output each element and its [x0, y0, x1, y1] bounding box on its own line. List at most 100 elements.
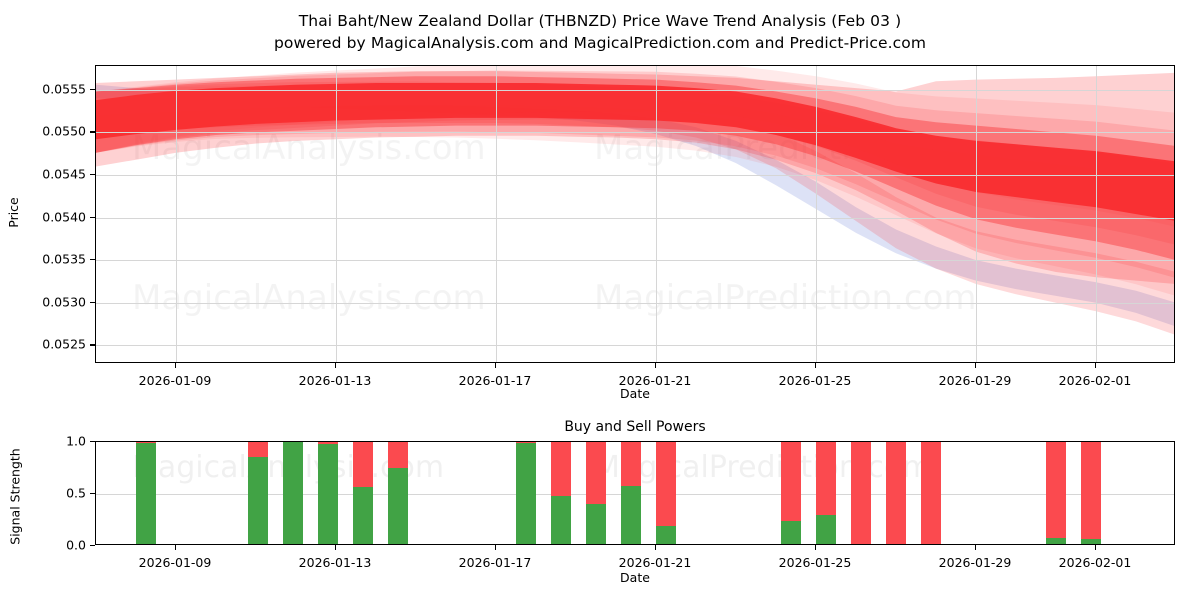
x-axis-tick-label: 2026-01-29: [939, 555, 1012, 570]
x-axis-tick-mark: [335, 545, 336, 550]
sell-power-bar[interactable]: [248, 441, 268, 457]
x-axis-tick-label: 2026-01-13: [299, 555, 372, 570]
x-axis-tick-mark: [1095, 363, 1096, 368]
x-axis-tick-mark: [175, 545, 176, 550]
x-axis-tick-mark: [815, 545, 816, 550]
x-axis-tick-mark: [815, 363, 816, 368]
x-axis-tick-label: 2026-01-13: [299, 373, 372, 388]
buy-power-bar[interactable]: [353, 487, 373, 544]
chart-page: Thai Baht/New Zealand Dollar (THBNZD) Pr…: [0, 0, 1200, 600]
gridline-vertical: [336, 66, 337, 362]
x-axis-tick-mark: [975, 363, 976, 368]
gridline-horizontal: [96, 132, 1174, 133]
price-y-axis-label: Price: [6, 197, 21, 228]
sell-power-bar[interactable]: [621, 441, 641, 486]
sell-power-bar[interactable]: [586, 441, 606, 504]
x-axis-tick-mark: [495, 545, 496, 550]
sell-power-bar[interactable]: [886, 441, 906, 544]
y-axis-tick-label: 1.0: [66, 434, 86, 449]
sell-power-bar[interactable]: [656, 441, 676, 526]
x-axis-tick-label: 2026-01-21: [619, 555, 692, 570]
y-axis-tick-mark: [90, 89, 95, 90]
x-axis-tick-label: 2026-01-09: [139, 373, 212, 388]
x-axis-tick-label: 2026-02-01: [1059, 555, 1132, 570]
y-axis-tick-label: 0.0535: [42, 252, 86, 267]
x-axis-tick-label: 2026-01-25: [779, 555, 852, 570]
x-axis-tick-mark: [975, 545, 976, 550]
y-axis-tick-mark: [90, 545, 95, 546]
buy-power-bar[interactable]: [586, 504, 606, 544]
x-axis-tick-mark: [655, 363, 656, 368]
y-axis-tick-mark: [90, 174, 95, 175]
x-axis-tick-label: 2026-02-01: [1059, 373, 1132, 388]
buy-power-bar[interactable]: [283, 441, 303, 544]
sell-power-bar[interactable]: [1046, 441, 1066, 538]
sell-power-bar[interactable]: [816, 441, 836, 515]
y-axis-tick-label: 0.0: [66, 538, 86, 553]
buy-power-bar[interactable]: [621, 486, 641, 544]
buy-sell-powers-title: Buy and Sell Powers: [564, 419, 705, 435]
sell-power-bar[interactable]: [851, 441, 871, 544]
y-axis-tick-label: 0.0545: [42, 166, 86, 181]
sell-power-bar[interactable]: [921, 441, 941, 544]
y-axis-tick-label: 0.0540: [42, 209, 86, 224]
buy-power-bar[interactable]: [656, 526, 676, 544]
buy-power-bar[interactable]: [136, 443, 156, 544]
sell-power-bar[interactable]: [781, 441, 801, 521]
buy-power-bar[interactable]: [781, 521, 801, 544]
y-axis-tick-label: 0.5: [66, 486, 86, 501]
gridline-vertical: [496, 66, 497, 362]
buy-sell-powers-panel: Buy and Sell Powers MagicalAnalysis.com …: [0, 405, 1200, 600]
buy-power-bar[interactable]: [388, 468, 408, 544]
buy-power-bar[interactable]: [1046, 538, 1066, 544]
gridline-horizontal: [96, 345, 1174, 346]
buy-sell-powers-plot-area[interactable]: MagicalAnalysis.com MagicalPrediction.co…: [95, 441, 1175, 545]
buy-power-bar[interactable]: [318, 444, 338, 544]
signal-y-axis-label: Signal Strength: [8, 448, 23, 544]
x-axis-tick-label: 2026-01-17: [459, 555, 532, 570]
buy-power-bar[interactable]: [816, 515, 836, 544]
price-wave-panel: MagicalAnalysis.com MagicalPrediction.co…: [0, 0, 1200, 405]
gridline-horizontal: [96, 218, 1174, 219]
y-axis-tick-label: 0.0555: [42, 81, 86, 96]
y-axis-tick-mark: [90, 493, 95, 494]
price-x-axis-label: Date: [620, 386, 650, 401]
x-axis-tick-mark: [335, 363, 336, 368]
buy-power-bar[interactable]: [551, 496, 571, 544]
y-axis-tick-mark: [90, 217, 95, 218]
gridline-vertical: [176, 66, 177, 362]
x-axis-tick-label: 2026-01-09: [139, 555, 212, 570]
buy-power-bar[interactable]: [248, 457, 268, 544]
x-axis-tick-label: 2026-01-29: [939, 373, 1012, 388]
sell-power-bar[interactable]: [551, 441, 571, 496]
x-axis-tick-mark: [1095, 545, 1096, 550]
gridline-vertical: [656, 66, 657, 362]
gridline-horizontal: [96, 90, 1174, 91]
y-axis-tick-mark: [90, 259, 95, 260]
x-axis-tick-mark: [175, 363, 176, 368]
price-wave-plot-area[interactable]: MagicalAnalysis.com MagicalPrediction.co…: [95, 65, 1175, 363]
y-axis-tick-label: 0.0525: [42, 337, 86, 352]
y-axis-tick-label: 0.0530: [42, 294, 86, 309]
sell-power-bar[interactable]: [388, 441, 408, 468]
gridline-horizontal: [96, 175, 1174, 176]
x-axis-tick-mark: [495, 363, 496, 368]
gridline-horizontal: [96, 260, 1174, 261]
x-axis-tick-label: 2026-01-25: [779, 373, 852, 388]
sell-power-bar[interactable]: [353, 441, 373, 487]
x-axis-tick-label: 2026-01-17: [459, 373, 532, 388]
x-axis-tick-mark: [655, 545, 656, 550]
watermark-prediction-bars: MagicalPrediction.com: [594, 450, 932, 485]
signal-x-axis-label: Date: [620, 570, 650, 585]
buy-power-bar[interactable]: [1081, 539, 1101, 544]
price-wave-bands: [96, 66, 1175, 363]
gridline-horizontal: [96, 303, 1174, 304]
y-axis-tick-mark: [90, 131, 95, 132]
buy-power-bar[interactable]: [516, 443, 536, 544]
y-axis-tick-mark: [90, 302, 95, 303]
sell-power-bar[interactable]: [1081, 441, 1101, 539]
gridline-vertical: [1096, 66, 1097, 362]
y-axis-tick-mark: [90, 441, 95, 442]
gridline-vertical: [976, 66, 977, 362]
y-axis-tick-label: 0.0550: [42, 124, 86, 139]
